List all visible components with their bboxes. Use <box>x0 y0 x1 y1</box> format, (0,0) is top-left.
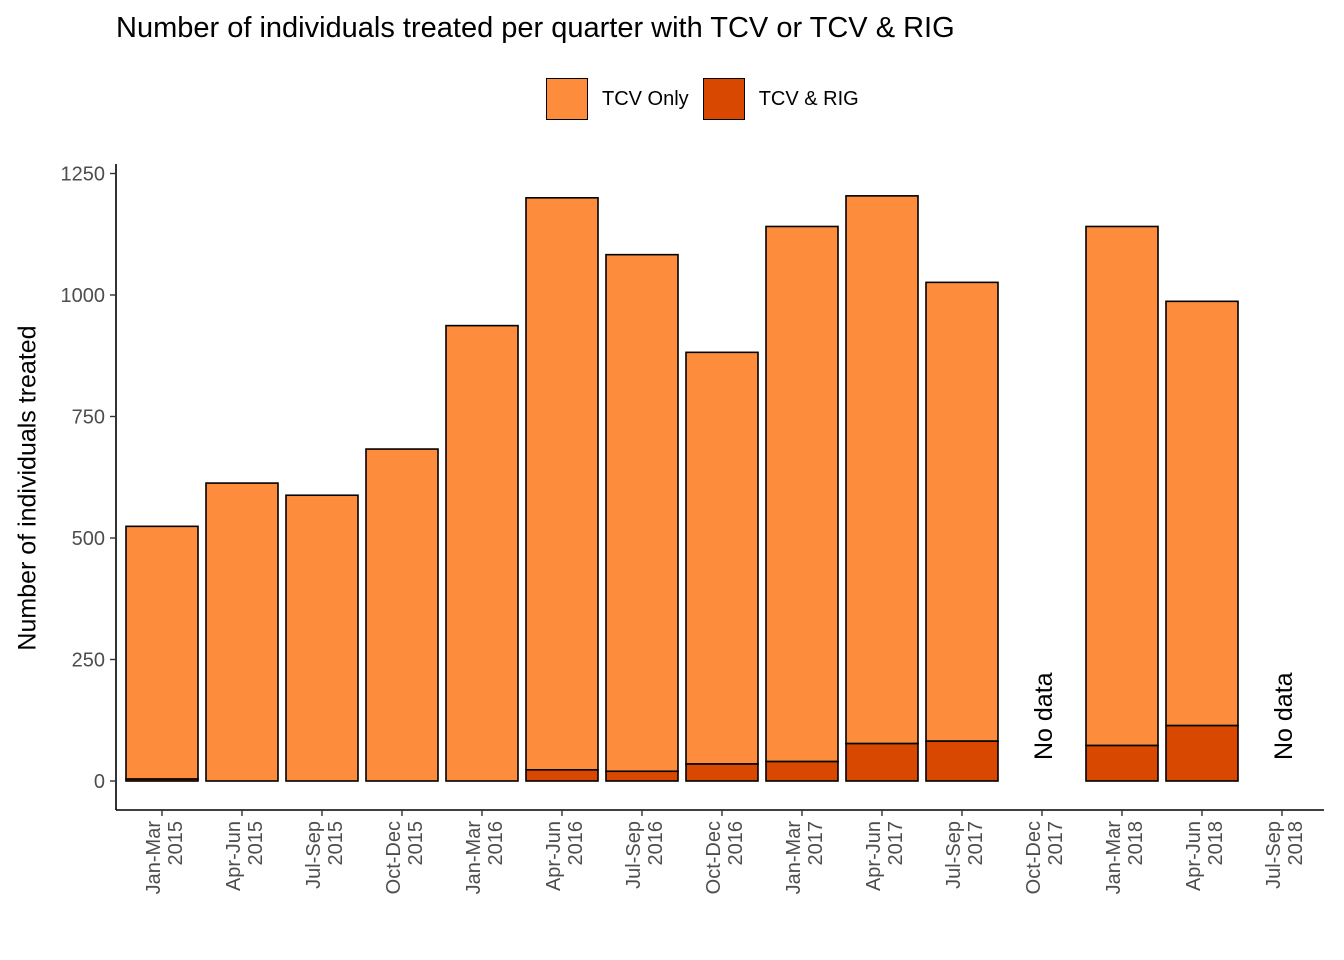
x-tick-label-year: 2015 <box>245 821 267 866</box>
x-tick-label: Jul-Sep2015 <box>303 821 347 889</box>
x-tick-label: Jul-Sep2016 <box>623 821 667 889</box>
x-tick-label: Oct-Dec2016 <box>703 821 747 894</box>
bar-tcv-rig <box>125 778 199 782</box>
x-tick-label-period: Oct-Dec <box>703 821 725 894</box>
bar-tcv-only <box>445 324 519 782</box>
legend-swatch-tcv-only <box>546 78 588 120</box>
bar-tcv-only <box>365 448 439 782</box>
x-tick-label-year: 2015 <box>405 821 427 866</box>
x-tick-label-period: Jan-Mar <box>1103 821 1125 895</box>
x-tick-label-year: 2017 <box>805 821 827 866</box>
bar-tcv-only <box>1085 225 1159 747</box>
x-tick-label-period: Jul-Sep <box>303 821 325 889</box>
bar-tcv-rig <box>845 742 919 782</box>
x-tick-label-year: 2017 <box>885 821 907 866</box>
x-tick-label-period: Oct-Dec <box>383 821 405 894</box>
bar-tcv-only <box>525 197 599 771</box>
bar-tcv-only <box>125 525 199 780</box>
x-tick-label-period: Apr-Jun <box>223 821 245 891</box>
legend-swatch-tcv-rig <box>702 78 745 120</box>
bar-tcv-rig <box>1085 744 1159 782</box>
y-tick-label: 1000 <box>61 285 106 307</box>
x-tick-label: Apr-Jun2015 <box>223 821 267 891</box>
x-tick-label: Jul-Sep2018 <box>1263 821 1307 889</box>
x-tick-label-period: Jan-Mar <box>783 821 805 895</box>
bar-tcv-rig <box>765 760 839 782</box>
x-tick-label-period: Apr-Jun <box>1183 821 1205 891</box>
bar-tcv-only <box>1165 300 1239 727</box>
bar-tcv-rig <box>525 769 599 782</box>
bar-tcv-only <box>845 195 919 745</box>
x-tick-label-period: Jan-Mar <box>463 821 485 895</box>
x-tick-label-year: 2015 <box>165 821 187 866</box>
x-tick-label: Apr-Jun2017 <box>863 821 907 891</box>
x-tick-label-period: Jul-Sep <box>943 821 965 889</box>
bar-tcv-only <box>205 482 279 782</box>
y-tick-label: 750 <box>72 407 105 429</box>
x-tick-label: Jan-Mar2016 <box>463 821 507 895</box>
bar-tcv-only <box>685 351 759 765</box>
x-tick-label: Jan-Mar2017 <box>783 821 827 895</box>
x-tick-label: Oct-Dec2015 <box>383 821 427 894</box>
x-tick-label: Apr-Jun2018 <box>1183 821 1227 891</box>
y-tick-label: 500 <box>72 528 105 550</box>
y-tick-label: 0 <box>94 771 105 793</box>
x-tick-label: Jul-Sep2017 <box>943 821 987 889</box>
x-tick-label-year: 2016 <box>645 821 667 866</box>
bar-tcv-rig <box>605 770 679 782</box>
legend-label-tcv-rig: TCV & RIG <box>758 87 859 110</box>
legend-item-tcv-rig: TCV & RIG <box>702 78 859 120</box>
legend-item-tcv-only: TCV Only <box>546 78 689 120</box>
y-tick-label: 1250 <box>61 164 106 186</box>
bar-tcv-only <box>925 281 999 742</box>
bar-tcv-rig <box>1165 724 1239 782</box>
legend: TCV Only TCV & RIG <box>546 76 873 122</box>
bar-tcv-only <box>605 253 679 773</box>
annotation-no-data: No data <box>1270 672 1298 760</box>
x-tick-label-year: 2017 <box>1045 821 1067 866</box>
x-tick-label: Apr-Jun2016 <box>543 821 587 891</box>
x-tick-label-period: Jul-Sep <box>1263 821 1285 889</box>
x-tick-label-year: 2018 <box>1125 821 1147 866</box>
x-tick-label: Jan-Mar2018 <box>1103 821 1147 895</box>
x-tick-label-period: Apr-Jun <box>543 821 565 891</box>
legend-label-tcv-only: TCV Only <box>602 87 689 110</box>
x-tick-label-period: Apr-Jun <box>863 821 885 891</box>
x-tick-label-period: Oct-Dec <box>1023 821 1045 894</box>
bar-tcv-only <box>765 225 839 763</box>
annotation-no-data: No data <box>1030 672 1058 760</box>
x-tick-label-period: Jan-Mar <box>143 821 165 895</box>
x-tick-label-period: Jul-Sep <box>623 821 645 889</box>
x-tick-label-year: 2017 <box>965 821 987 866</box>
x-tick-label-year: 2016 <box>725 821 747 866</box>
x-tick-label: Oct-Dec2017 <box>1023 821 1067 894</box>
x-tick-label-year: 2016 <box>485 821 507 866</box>
x-tick-label-year: 2016 <box>565 821 587 866</box>
bar-tcv-rig <box>925 740 999 782</box>
x-tick-label-year: 2018 <box>1205 821 1227 866</box>
x-tick-label: Jan-Mar2015 <box>143 821 187 895</box>
x-tick-label-year: 2015 <box>325 821 347 866</box>
chart-title: Number of individuals treated per quarte… <box>116 12 955 44</box>
y-tick-label: 250 <box>72 650 105 672</box>
x-tick-label-year: 2018 <box>1285 821 1307 866</box>
bar-tcv-only <box>285 494 359 782</box>
bar-tcv-rig <box>685 763 759 782</box>
